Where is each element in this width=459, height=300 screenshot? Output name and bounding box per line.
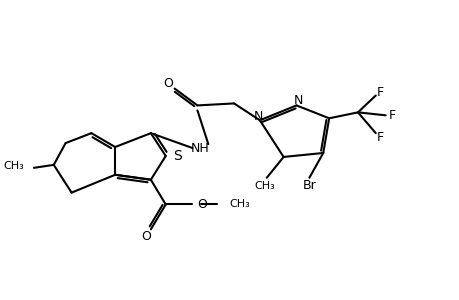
Text: O: O (197, 198, 207, 211)
Text: Br: Br (302, 179, 316, 192)
Text: O: O (140, 230, 151, 243)
Text: CH₃: CH₃ (229, 200, 249, 209)
Text: F: F (376, 130, 383, 144)
Text: F: F (376, 86, 383, 99)
Text: NH: NH (190, 142, 209, 154)
Text: CH₃: CH₃ (3, 161, 24, 171)
Text: F: F (388, 109, 395, 122)
Text: N: N (254, 110, 263, 123)
Text: CH₃: CH₃ (254, 181, 274, 191)
Text: S: S (172, 149, 181, 163)
Text: O: O (163, 77, 173, 90)
Text: N: N (293, 94, 302, 107)
